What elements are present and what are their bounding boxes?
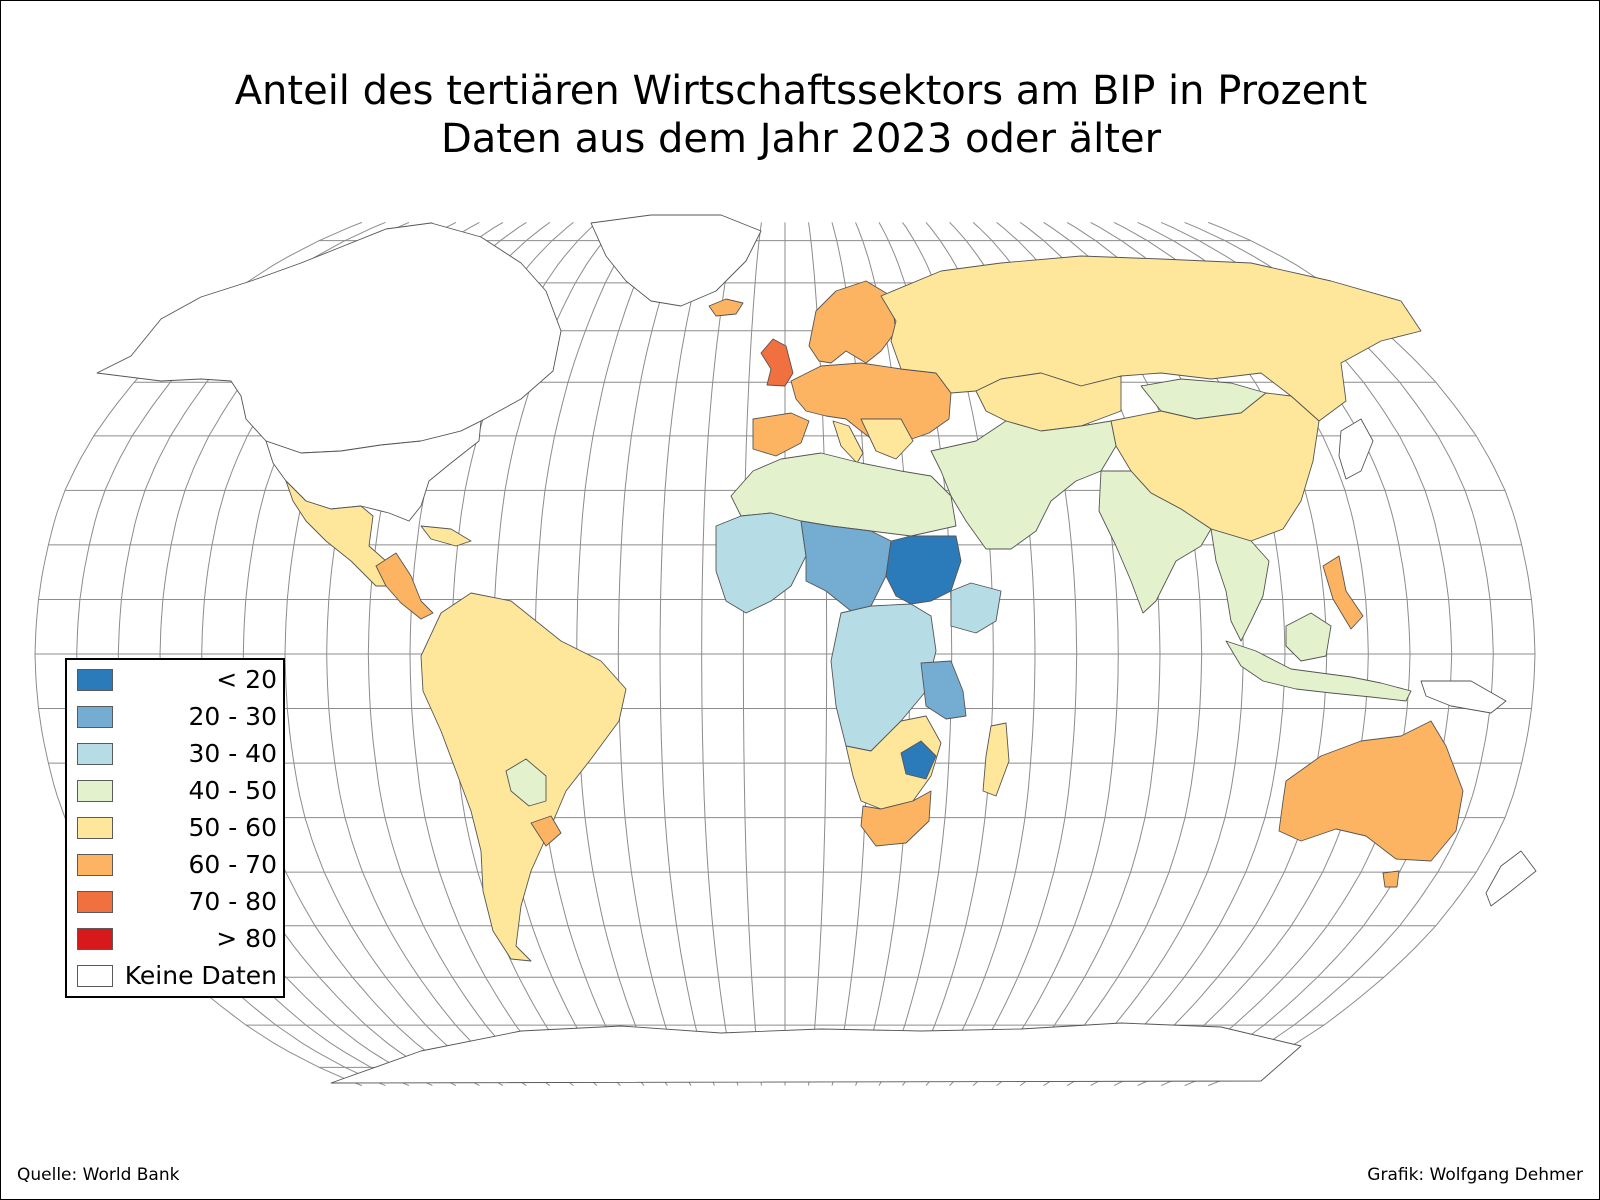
legend-label: Keine Daten	[124, 961, 277, 990]
title-line-2: Daten aus dem Jahr 2023 oder älter	[440, 116, 1162, 162]
legend-item: 30 - 40	[77, 739, 277, 776]
region-suedafrika	[860, 790, 932, 847]
region-niger-tschad	[800, 520, 892, 612]
credit-source: Quelle: World Bank	[17, 1165, 180, 1185]
legend: < 20 20 - 30 30 - 40 40 - 50 50 - 60 60 …	[65, 658, 285, 998]
region-philippinen	[1322, 555, 1364, 630]
legend-swatch	[77, 669, 113, 691]
credit-author: Grafik: Wolfgang Dehmer	[1367, 1165, 1583, 1185]
region-antarktis	[330, 1022, 1302, 1084]
region-indien	[1098, 470, 1212, 614]
legend-item: 50 - 60	[77, 813, 277, 850]
legend-label: 60 - 70	[188, 850, 277, 879]
region-groenland	[590, 214, 762, 307]
legend-item: > 80	[77, 924, 277, 961]
region-kasachstan	[975, 372, 1122, 432]
region-simbabwe	[900, 740, 937, 780]
legend-label: 70 - 80	[188, 887, 277, 916]
region-westafrika	[715, 512, 807, 614]
legend-label: 30 - 40	[188, 739, 277, 768]
region-uruguay	[530, 815, 562, 847]
region-neuguinea	[1420, 680, 1507, 714]
region-tansania	[920, 660, 967, 720]
region-paraguay	[505, 758, 547, 807]
legend-item: 60 - 70	[77, 850, 277, 887]
region-balkan	[860, 418, 914, 460]
region-russland	[880, 255, 1422, 422]
region-indonesien	[1225, 640, 1412, 702]
region-zentralamerika	[375, 552, 434, 620]
region-skandinavien	[808, 280, 897, 364]
region-karibik	[420, 525, 472, 547]
legend-swatch	[77, 706, 113, 728]
region-sudan	[885, 535, 962, 605]
region-tasmanien	[1382, 870, 1400, 888]
legend-item: 40 - 50	[77, 776, 277, 813]
title-line-1: Anteil des tertiären Wirtschaftssektors …	[234, 68, 1368, 114]
land-masses	[96, 214, 1537, 1084]
legend-swatch	[77, 928, 113, 950]
legend-label: 50 - 60	[188, 813, 277, 842]
legend-swatch	[77, 780, 113, 802]
world-map	[34, 214, 1537, 1087]
region-aethiopien	[950, 582, 1002, 634]
region-madagaskar	[982, 722, 1010, 797]
region-italien	[832, 420, 864, 464]
region-suedliches-afrika	[845, 715, 942, 810]
region-iberien	[752, 412, 810, 457]
legend-label: 20 - 30	[188, 702, 277, 731]
region-japan	[1338, 418, 1374, 480]
legend-label: 40 - 50	[188, 776, 277, 805]
legend-swatch	[77, 817, 113, 839]
legend-item: 70 - 80	[77, 887, 277, 924]
region-borneo	[1285, 612, 1332, 662]
region-grossbritannien	[760, 338, 794, 387]
legend-item: < 20	[77, 665, 277, 702]
legend-item: Keine Daten	[77, 961, 277, 998]
region-suedostasien	[1210, 528, 1270, 642]
region-zentralafrika	[830, 603, 937, 752]
legend-label: > 80	[216, 924, 277, 953]
legend-swatch	[77, 965, 113, 987]
region-neuseeland	[1485, 850, 1537, 907]
legend-label: < 20	[216, 665, 277, 694]
region-australien	[1278, 720, 1464, 862]
legend-swatch	[77, 743, 113, 765]
region-island	[708, 298, 744, 317]
legend-swatch	[77, 854, 113, 876]
region-naher-osten	[930, 420, 1117, 550]
legend-item: 20 - 30	[77, 702, 277, 739]
legend-swatch	[77, 891, 113, 913]
region-europa	[790, 362, 952, 447]
region-kanada	[96, 222, 562, 454]
map-title: Anteil des tertiären Wirtschaftssektors …	[1, 67, 1599, 163]
